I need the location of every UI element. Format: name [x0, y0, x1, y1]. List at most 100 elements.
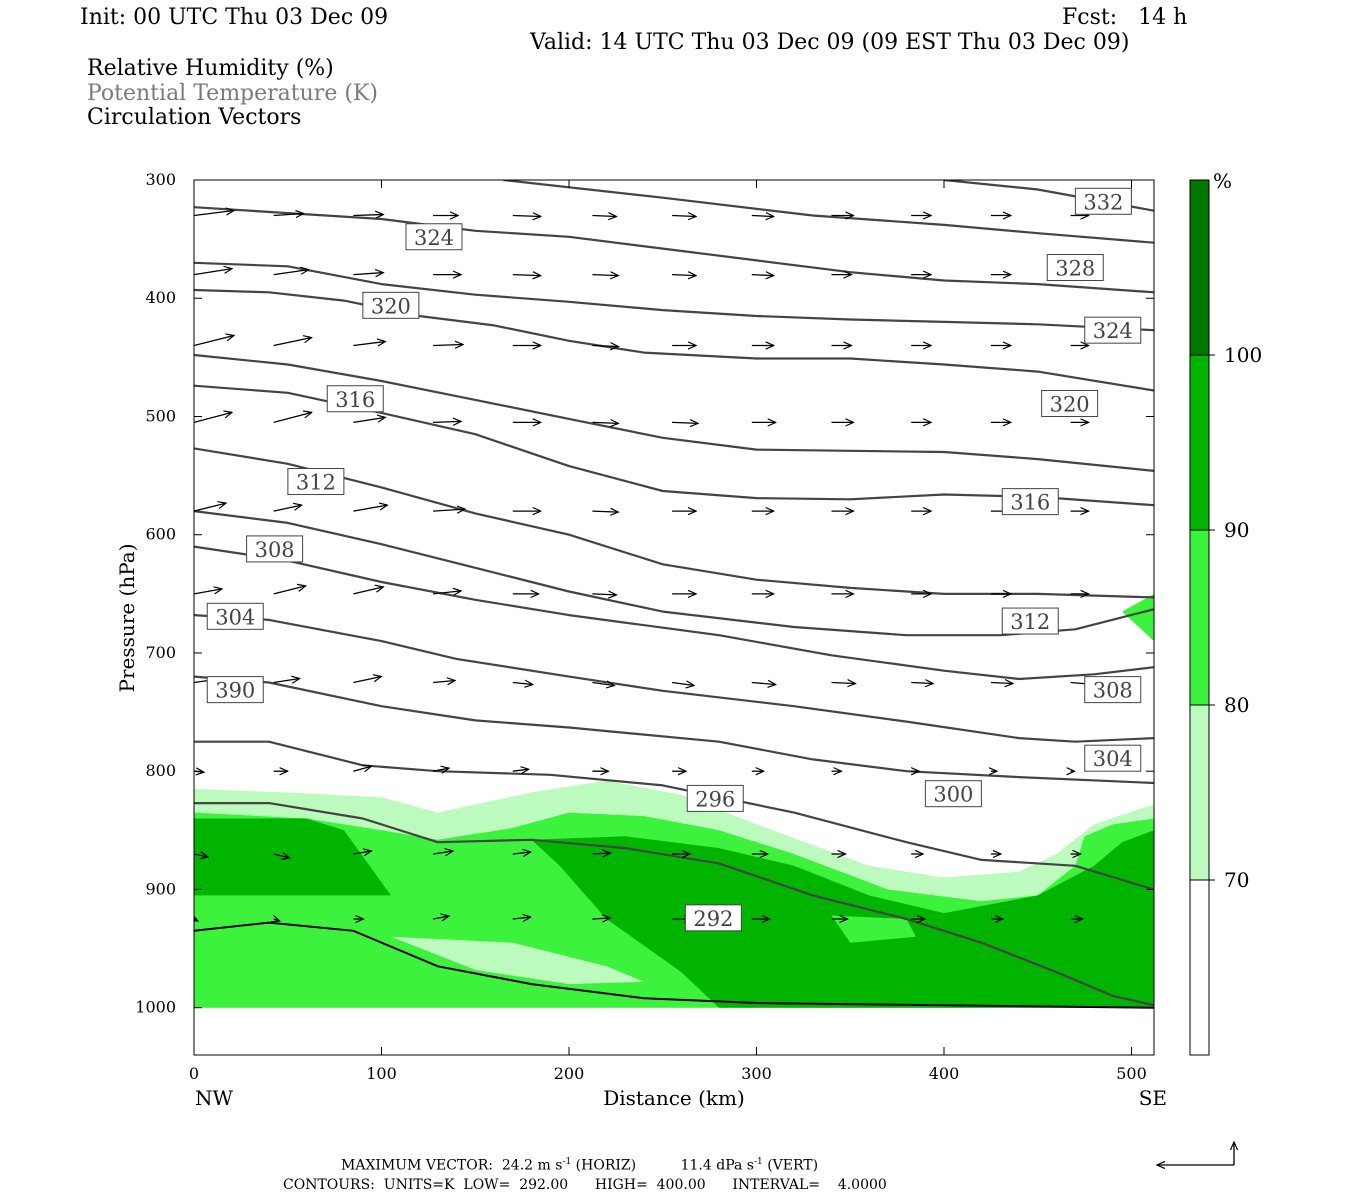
- vector-arrow: [512, 275, 541, 276]
- vector-arrow: [433, 851, 453, 854]
- vert-max-value: 11.4 dPa s: [680, 1157, 754, 1174]
- contour-label-box: [1046, 254, 1104, 281]
- contour-label-text: 304: [1093, 747, 1133, 771]
- vector-arrow: [194, 336, 234, 347]
- vector-arrow: [512, 769, 529, 771]
- vector-arrow: [273, 338, 312, 347]
- vector-arrow: [990, 683, 1013, 684]
- contour-label-box: [1041, 389, 1099, 417]
- humidity-shading: [194, 593, 1154, 1008]
- x-tick-label: 500: [1116, 1064, 1147, 1083]
- vector-arrow: [672, 683, 694, 686]
- vector-arrow: [273, 586, 306, 595]
- contour-label-text: 328: [1055, 257, 1095, 281]
- vector-arrow: [433, 591, 461, 594]
- vector-arrow: [353, 677, 381, 684]
- contour-label-text: 308: [1093, 679, 1133, 703]
- vector-arrow: [194, 269, 232, 276]
- x-axis: 0 100 200 300 400 500: [189, 180, 1147, 1083]
- contour-label-text: 332: [1083, 190, 1123, 214]
- contour-label: 390: [206, 676, 264, 704]
- theta-contour-308: [194, 545, 1154, 681]
- contour-label-box: [206, 676, 264, 704]
- vector-arrow: [592, 275, 618, 276]
- ground-surface: [194, 921, 1154, 1009]
- contour-label: 292: [684, 904, 742, 932]
- contour-label: 312: [1001, 607, 1059, 635]
- vector-arrow: [512, 683, 533, 685]
- contour-label: 332: [1074, 187, 1132, 215]
- vector-arrow: [353, 417, 385, 424]
- vector-arrow: [433, 509, 465, 511]
- vector-arrow: [273, 505, 302, 512]
- contour-label-text: 324: [1093, 319, 1133, 343]
- humidity-patch-70: [390, 936, 644, 985]
- contour-label-text: 312: [1010, 610, 1050, 634]
- vector-arrow: [194, 211, 234, 217]
- theta-contour-340: [503, 180, 1154, 244]
- x-end-right-label: SE: [1139, 1086, 1167, 1110]
- colorbar-label: 100: [1224, 343, 1262, 367]
- vector-arrow: [512, 216, 541, 217]
- vector-arrow: [751, 683, 776, 685]
- contour-label-box: [1084, 316, 1142, 344]
- vector-arrow: [273, 679, 300, 683]
- contour-label: 308: [1084, 676, 1142, 704]
- theta-contour-336: [194, 206, 1154, 294]
- contour-label-text: 324: [414, 226, 454, 250]
- colorbar-bin: [1190, 355, 1209, 530]
- horiz-max-unit: (HORIZ): [575, 1157, 637, 1174]
- x-tick-label: 400: [929, 1064, 960, 1083]
- contour-label: 304: [1084, 744, 1142, 772]
- vector-arrow: [194, 412, 232, 424]
- x-tick-label: 200: [554, 1064, 585, 1083]
- contour-label-text: 316: [1010, 491, 1050, 515]
- contour-label: 312: [287, 468, 345, 496]
- plot-frame: [193, 179, 1155, 1056]
- contour-label: 320: [1041, 389, 1099, 417]
- contour-label-box: [362, 291, 420, 319]
- theta-contour-316: [194, 447, 1154, 599]
- vector-arrow: [353, 215, 383, 216]
- contour-label: 308: [246, 535, 304, 563]
- colorbar: 70 80 90 100%: [1189, 169, 1262, 1056]
- colorbar-label: 90: [1224, 518, 1249, 542]
- theta-contour-292: [194, 801, 1154, 1007]
- contour-label-box: [1001, 607, 1059, 635]
- colorbar-bin: [1190, 705, 1209, 880]
- vector-arrow: [433, 345, 463, 346]
- theta-contour-328: [194, 288, 1154, 392]
- contour-label-box: [405, 223, 463, 251]
- contour-label-text: 320: [1050, 392, 1090, 416]
- vector-arrow: [432, 768, 449, 771]
- field-vectors: Circulation Vectors: [87, 105, 302, 130]
- y-tick-label: 1000: [135, 998, 176, 1017]
- vector-arrow: [353, 851, 371, 854]
- contour-label: 324: [405, 223, 463, 251]
- vector-arrow: [194, 919, 198, 921]
- y-tick-label: 700: [145, 643, 176, 662]
- circulation-vectors: [194, 211, 1095, 922]
- contour-label: 316: [326, 385, 384, 413]
- contour-label: 316: [1001, 488, 1059, 516]
- contour-labels: 332 324 328 320 324 316 320 312 316 308 304 312 308 3…: [206, 187, 1142, 932]
- theta-contour-332: [194, 261, 1154, 332]
- vector-arrow: [353, 342, 385, 346]
- colorbar-label: 80: [1224, 693, 1249, 717]
- contour-label-box: [246, 535, 304, 563]
- colorbar-bin: [1190, 530, 1209, 705]
- vector-arrow: [194, 503, 226, 512]
- forecast-hour: Fcst: 14 h: [1062, 5, 1188, 30]
- vector-arrow: [433, 421, 461, 422]
- contour-label: 296: [686, 784, 744, 812]
- x-tick-label: 0: [189, 1064, 199, 1083]
- field-theta: Potential Temperature (K): [87, 81, 378, 106]
- theta-contour-324: [194, 353, 1154, 472]
- contour-label-box: [684, 904, 742, 932]
- vector-arrow: [273, 854, 290, 858]
- contour-label-box: [1084, 676, 1142, 704]
- vector-arrow: [831, 683, 856, 684]
- contour-label: 324: [1084, 316, 1142, 344]
- contour-label-box: [1001, 488, 1059, 516]
- vector-arrow: [194, 854, 208, 857]
